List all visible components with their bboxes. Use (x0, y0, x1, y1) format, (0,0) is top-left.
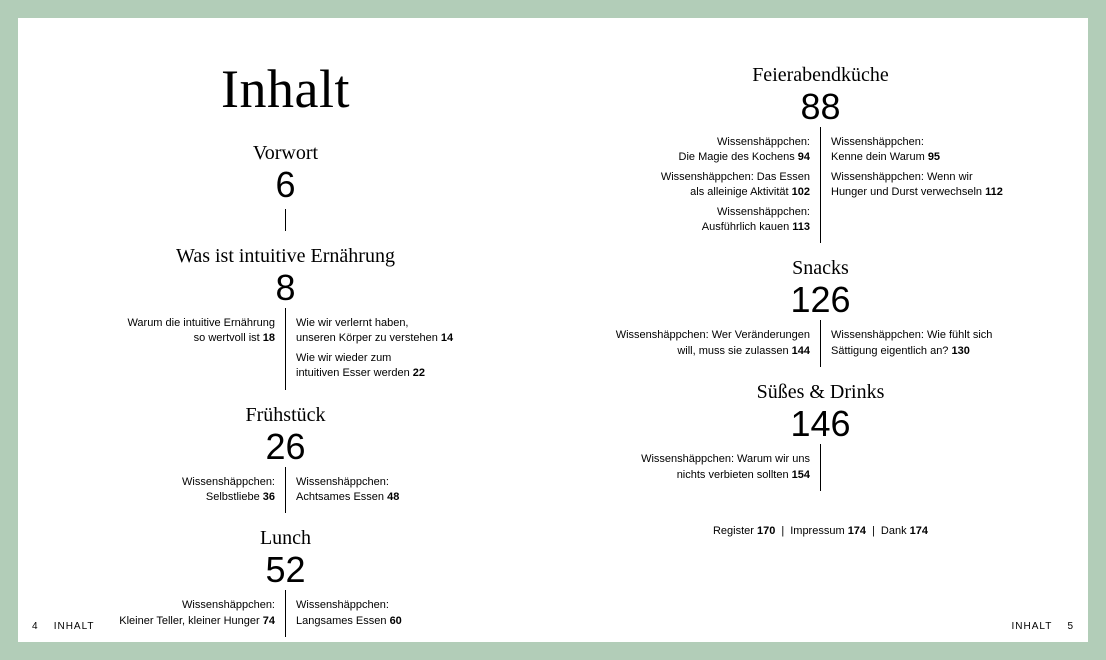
section-entries: Wissenshäppchen:Die Magie des Kochens 94… (591, 127, 1050, 243)
toc-entry: Wissenshäppchen: Warum wir unsnichts ver… (601, 452, 810, 483)
toc-entry: Warum die intuitive Ernährungso wertvoll… (66, 316, 275, 347)
toc-section: Süßes & Drinks146 Wissenshäppchen: Warum … (591, 381, 1050, 491)
toc-entry: Wissenshäppchen: Wer Veränderungenwill, … (601, 328, 810, 359)
entry-page: 94 (798, 151, 810, 163)
spread: Inhalt Vorwort6 Was ist intuitive Ernähru… (18, 18, 1088, 642)
entry-page: 174 (910, 525, 928, 537)
section-title: Was ist intuitive Ernährung (176, 245, 395, 268)
toc-section: Vorwort6 (56, 142, 515, 231)
toc-entry: Wissenshäppchen: Wie fühlt sichSättigung… (831, 328, 1040, 359)
page-left: Inhalt Vorwort6 Was ist intuitive Ernähru… (18, 18, 553, 642)
toc-entry: Wissenshäppchen:Ausführlich kauen 113 (601, 205, 810, 236)
section-entries: Wissenshäppchen: Wer Veränderungenwill, … (591, 320, 1050, 367)
entries-right: Wie wir verlernt haben,unseren Körper zu… (286, 308, 515, 390)
entries-right: Wissenshäppchen:Kenne dein Warum 95 Wisse… (821, 127, 1050, 243)
entry-page: 74 (263, 615, 275, 627)
section-page-num: 8 (275, 270, 295, 306)
entry-page: 112 (985, 186, 1003, 198)
entries-left: Wissenshäppchen:Die Magie des Kochens 94… (591, 127, 821, 243)
toc-entry: Wissenshäppchen:Achtsames Essen 48 (296, 475, 505, 506)
section-entries: Wissenshäppchen: Warum wir unsnichts ver… (591, 444, 1050, 491)
entry-page: 130 (951, 345, 969, 357)
entries-left: Wissenshäppchen:Selbstliebe 36 (56, 467, 286, 514)
page-footer-label: INHALT (54, 621, 95, 632)
entries-right: Wissenshäppchen: Wie fühlt sichSättigung… (821, 320, 1050, 367)
section-page-num: 52 (265, 552, 305, 588)
entry-page: 174 (848, 525, 866, 537)
section-entries: Warum die intuitive Ernährungso wertvoll… (56, 308, 515, 390)
entries-right: Wissenshäppchen:Achtsames Essen 48 (286, 467, 515, 514)
connector (285, 209, 287, 231)
entries-left: Wissenshäppchen: Warum wir unsnichts ver… (591, 444, 821, 491)
section-title: Lunch (260, 527, 311, 550)
separator: | (781, 525, 784, 537)
entry-page: 36 (263, 491, 275, 503)
entry-page: 170 (757, 525, 775, 537)
entries-right: Wissenshäppchen:Langsames Essen 60 (286, 590, 515, 637)
page-footer-label: INHALT (1011, 621, 1052, 632)
entry-page: 60 (390, 615, 402, 627)
section-page-num: 6 (275, 167, 295, 203)
entry-page: 154 (792, 469, 810, 481)
entry-page: 22 (413, 367, 425, 379)
entries-left: Warum die intuitive Ernährungso wertvoll… (56, 308, 286, 390)
section-page-num: 126 (790, 282, 850, 318)
toc-entry: Wissenshäppchen: Wenn wirHunger und Durs… (831, 170, 1040, 201)
section-entries: Wissenshäppchen:Kleiner Teller, kleiner … (56, 590, 515, 637)
toc-entry: Wissenshäppchen:Kenne dein Warum 95 (831, 135, 1040, 166)
section-page-num: 26 (265, 429, 305, 465)
page-num-right: 5 (1067, 621, 1074, 632)
toc-section: Lunch52 Wissenshäppchen:Kleiner Teller, k… (56, 527, 515, 637)
toc-entry: Wie wir wieder zumintuitiven Esser werde… (296, 351, 505, 382)
toc-section: Snacks126 Wissenshäppchen: Wer Veränderun… (591, 257, 1050, 367)
entries-left: Wissenshäppchen: Wer Veränderungenwill, … (591, 320, 821, 367)
entry-page: 14 (441, 332, 453, 344)
entry-page: 102 (792, 186, 810, 198)
page-right: Feierabendküche88Wissenshäppchen:Die Mag… (553, 18, 1088, 642)
toc-entry: Wissenshäppchen: Das Essenals alleinige … (601, 170, 810, 201)
endline: Register 170 | Impressum 174 | Dank 174 (591, 525, 1050, 537)
entry-page: 18 (263, 332, 275, 344)
toc-section: Was ist intuitive Ernährung8Warum die in… (56, 245, 515, 390)
entry-page: 48 (387, 491, 399, 503)
toc-entry: Wissenshäppchen:Langsames Essen 60 (296, 598, 505, 629)
entries-right (821, 444, 1050, 491)
entry-page: 144 (792, 345, 810, 357)
entry-page: 95 (928, 151, 940, 163)
toc-section: Feierabendküche88Wissenshäppchen:Die Mag… (591, 64, 1050, 243)
endline-item: Dank 174 (881, 525, 928, 537)
toc-entry: Wie wir verlernt haben,unseren Körper zu… (296, 316, 505, 347)
section-title: Frühstück (246, 404, 326, 427)
toc-entry: Wissenshäppchen:Kleiner Teller, kleiner … (66, 598, 275, 629)
section-page-num: 88 (800, 89, 840, 125)
entry-page: 113 (792, 221, 810, 233)
section-title: Snacks (792, 257, 849, 280)
section-title: Süßes & Drinks (757, 381, 885, 404)
endline-item: Impressum 174 (790, 525, 866, 537)
section-title: Vorwort (253, 142, 318, 165)
endline-item: Register 170 (713, 525, 775, 537)
page-footer-right: INHALT 5 (1011, 621, 1074, 632)
section-title: Feierabendküche (752, 64, 889, 87)
separator: | (872, 525, 875, 537)
toc-entry: Wissenshäppchen:Selbstliebe 36 (66, 475, 275, 506)
page-title: Inhalt (56, 58, 515, 120)
toc-entry: Wissenshäppchen:Die Magie des Kochens 94 (601, 135, 810, 166)
page-footer-left: 4 INHALT (32, 621, 95, 632)
page-num-left: 4 (32, 621, 39, 632)
section-entries: Wissenshäppchen:Selbstliebe 36 Wissenshäp… (56, 467, 515, 514)
section-page-num: 146 (790, 406, 850, 442)
toc-section: Frühstück26Wissenshäppchen:Selbstliebe 3… (56, 404, 515, 514)
